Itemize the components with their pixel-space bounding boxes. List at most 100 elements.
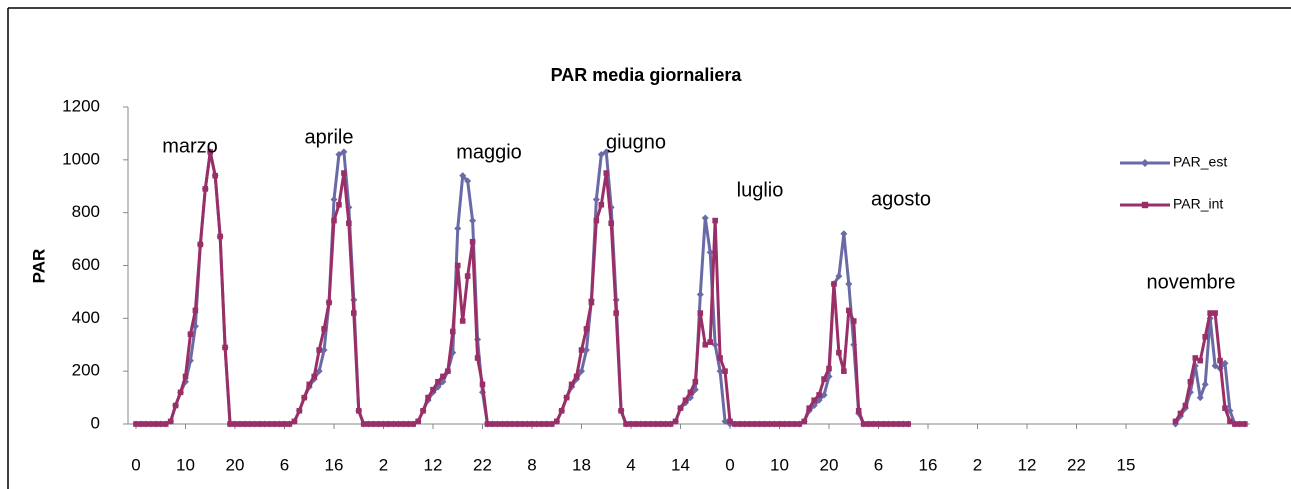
point xyxy=(395,421,402,427)
point xyxy=(360,421,367,427)
point xyxy=(335,151,343,159)
annotation: luglio xyxy=(737,179,784,201)
point xyxy=(311,373,317,380)
point xyxy=(380,421,387,427)
annotation: giugno xyxy=(606,131,666,153)
point xyxy=(143,421,149,427)
point xyxy=(578,347,585,353)
point xyxy=(628,421,634,427)
point xyxy=(905,421,911,427)
point xyxy=(806,405,812,411)
point xyxy=(558,407,565,414)
point xyxy=(1222,405,1228,411)
point xyxy=(707,339,713,345)
point xyxy=(336,201,342,208)
point xyxy=(716,367,724,375)
x-tick-label: 10 xyxy=(770,455,789,474)
point xyxy=(256,421,263,427)
point xyxy=(662,421,669,427)
x-tick-label: 2 xyxy=(973,455,982,474)
point xyxy=(410,421,416,427)
point xyxy=(494,421,501,427)
point xyxy=(613,310,619,316)
point xyxy=(721,417,729,425)
point xyxy=(811,397,817,404)
point xyxy=(321,326,327,332)
point xyxy=(840,230,848,238)
point xyxy=(850,318,857,324)
point xyxy=(247,421,253,427)
point xyxy=(751,421,758,427)
point xyxy=(737,421,743,427)
point xyxy=(592,195,600,203)
point xyxy=(291,418,298,425)
point xyxy=(346,220,352,227)
x-tick-label: 16 xyxy=(919,455,938,474)
point xyxy=(315,367,323,375)
point xyxy=(281,421,288,427)
point xyxy=(841,368,847,374)
point xyxy=(771,421,778,427)
point xyxy=(182,373,189,380)
point xyxy=(608,220,614,227)
point xyxy=(648,421,654,427)
x-tick-label: 2 xyxy=(379,455,388,474)
point xyxy=(578,367,585,375)
point xyxy=(598,201,605,208)
point xyxy=(870,421,877,427)
point xyxy=(276,421,283,427)
point xyxy=(756,421,763,427)
x-tick-label: 8 xyxy=(527,455,536,474)
point xyxy=(316,347,322,353)
y-tick-label: 600 xyxy=(72,255,100,274)
point xyxy=(890,421,897,427)
point xyxy=(153,421,159,427)
point xyxy=(583,326,590,332)
point xyxy=(1201,380,1209,388)
point xyxy=(588,299,595,306)
point xyxy=(222,344,228,351)
point xyxy=(846,307,852,314)
y-tick-label: 0 xyxy=(91,413,100,432)
point xyxy=(187,331,194,337)
point xyxy=(742,421,748,427)
legend-marker xyxy=(1141,201,1149,209)
point xyxy=(1237,421,1243,427)
point xyxy=(706,248,714,256)
point xyxy=(489,421,496,427)
point xyxy=(732,421,738,427)
point xyxy=(435,378,441,385)
x-tick-label: 16 xyxy=(325,455,344,474)
point xyxy=(766,421,773,427)
point xyxy=(643,421,649,427)
legend-label: PAR_int xyxy=(1173,196,1223,212)
y-tick-label: 1000 xyxy=(62,149,100,168)
y-tick-label: 1200 xyxy=(62,96,100,115)
point xyxy=(390,421,397,427)
point xyxy=(821,376,827,382)
point xyxy=(499,421,506,427)
point xyxy=(781,421,788,427)
point xyxy=(544,421,550,427)
annotation: maggio xyxy=(456,141,522,163)
point xyxy=(469,217,477,225)
point xyxy=(845,280,853,288)
point xyxy=(177,389,184,396)
point xyxy=(692,378,699,385)
point xyxy=(232,421,238,427)
point xyxy=(365,421,372,427)
point xyxy=(860,421,867,427)
point xyxy=(895,421,902,427)
x-tick-label: 10 xyxy=(176,455,195,474)
point xyxy=(172,402,179,409)
point xyxy=(603,170,610,176)
point xyxy=(1211,362,1219,370)
point xyxy=(875,421,882,427)
point xyxy=(667,421,674,427)
point xyxy=(816,392,822,398)
annotation: novembre xyxy=(1147,271,1236,293)
annotation: marzo xyxy=(162,135,218,157)
point xyxy=(440,373,446,380)
point xyxy=(459,172,467,180)
point xyxy=(1242,421,1248,427)
